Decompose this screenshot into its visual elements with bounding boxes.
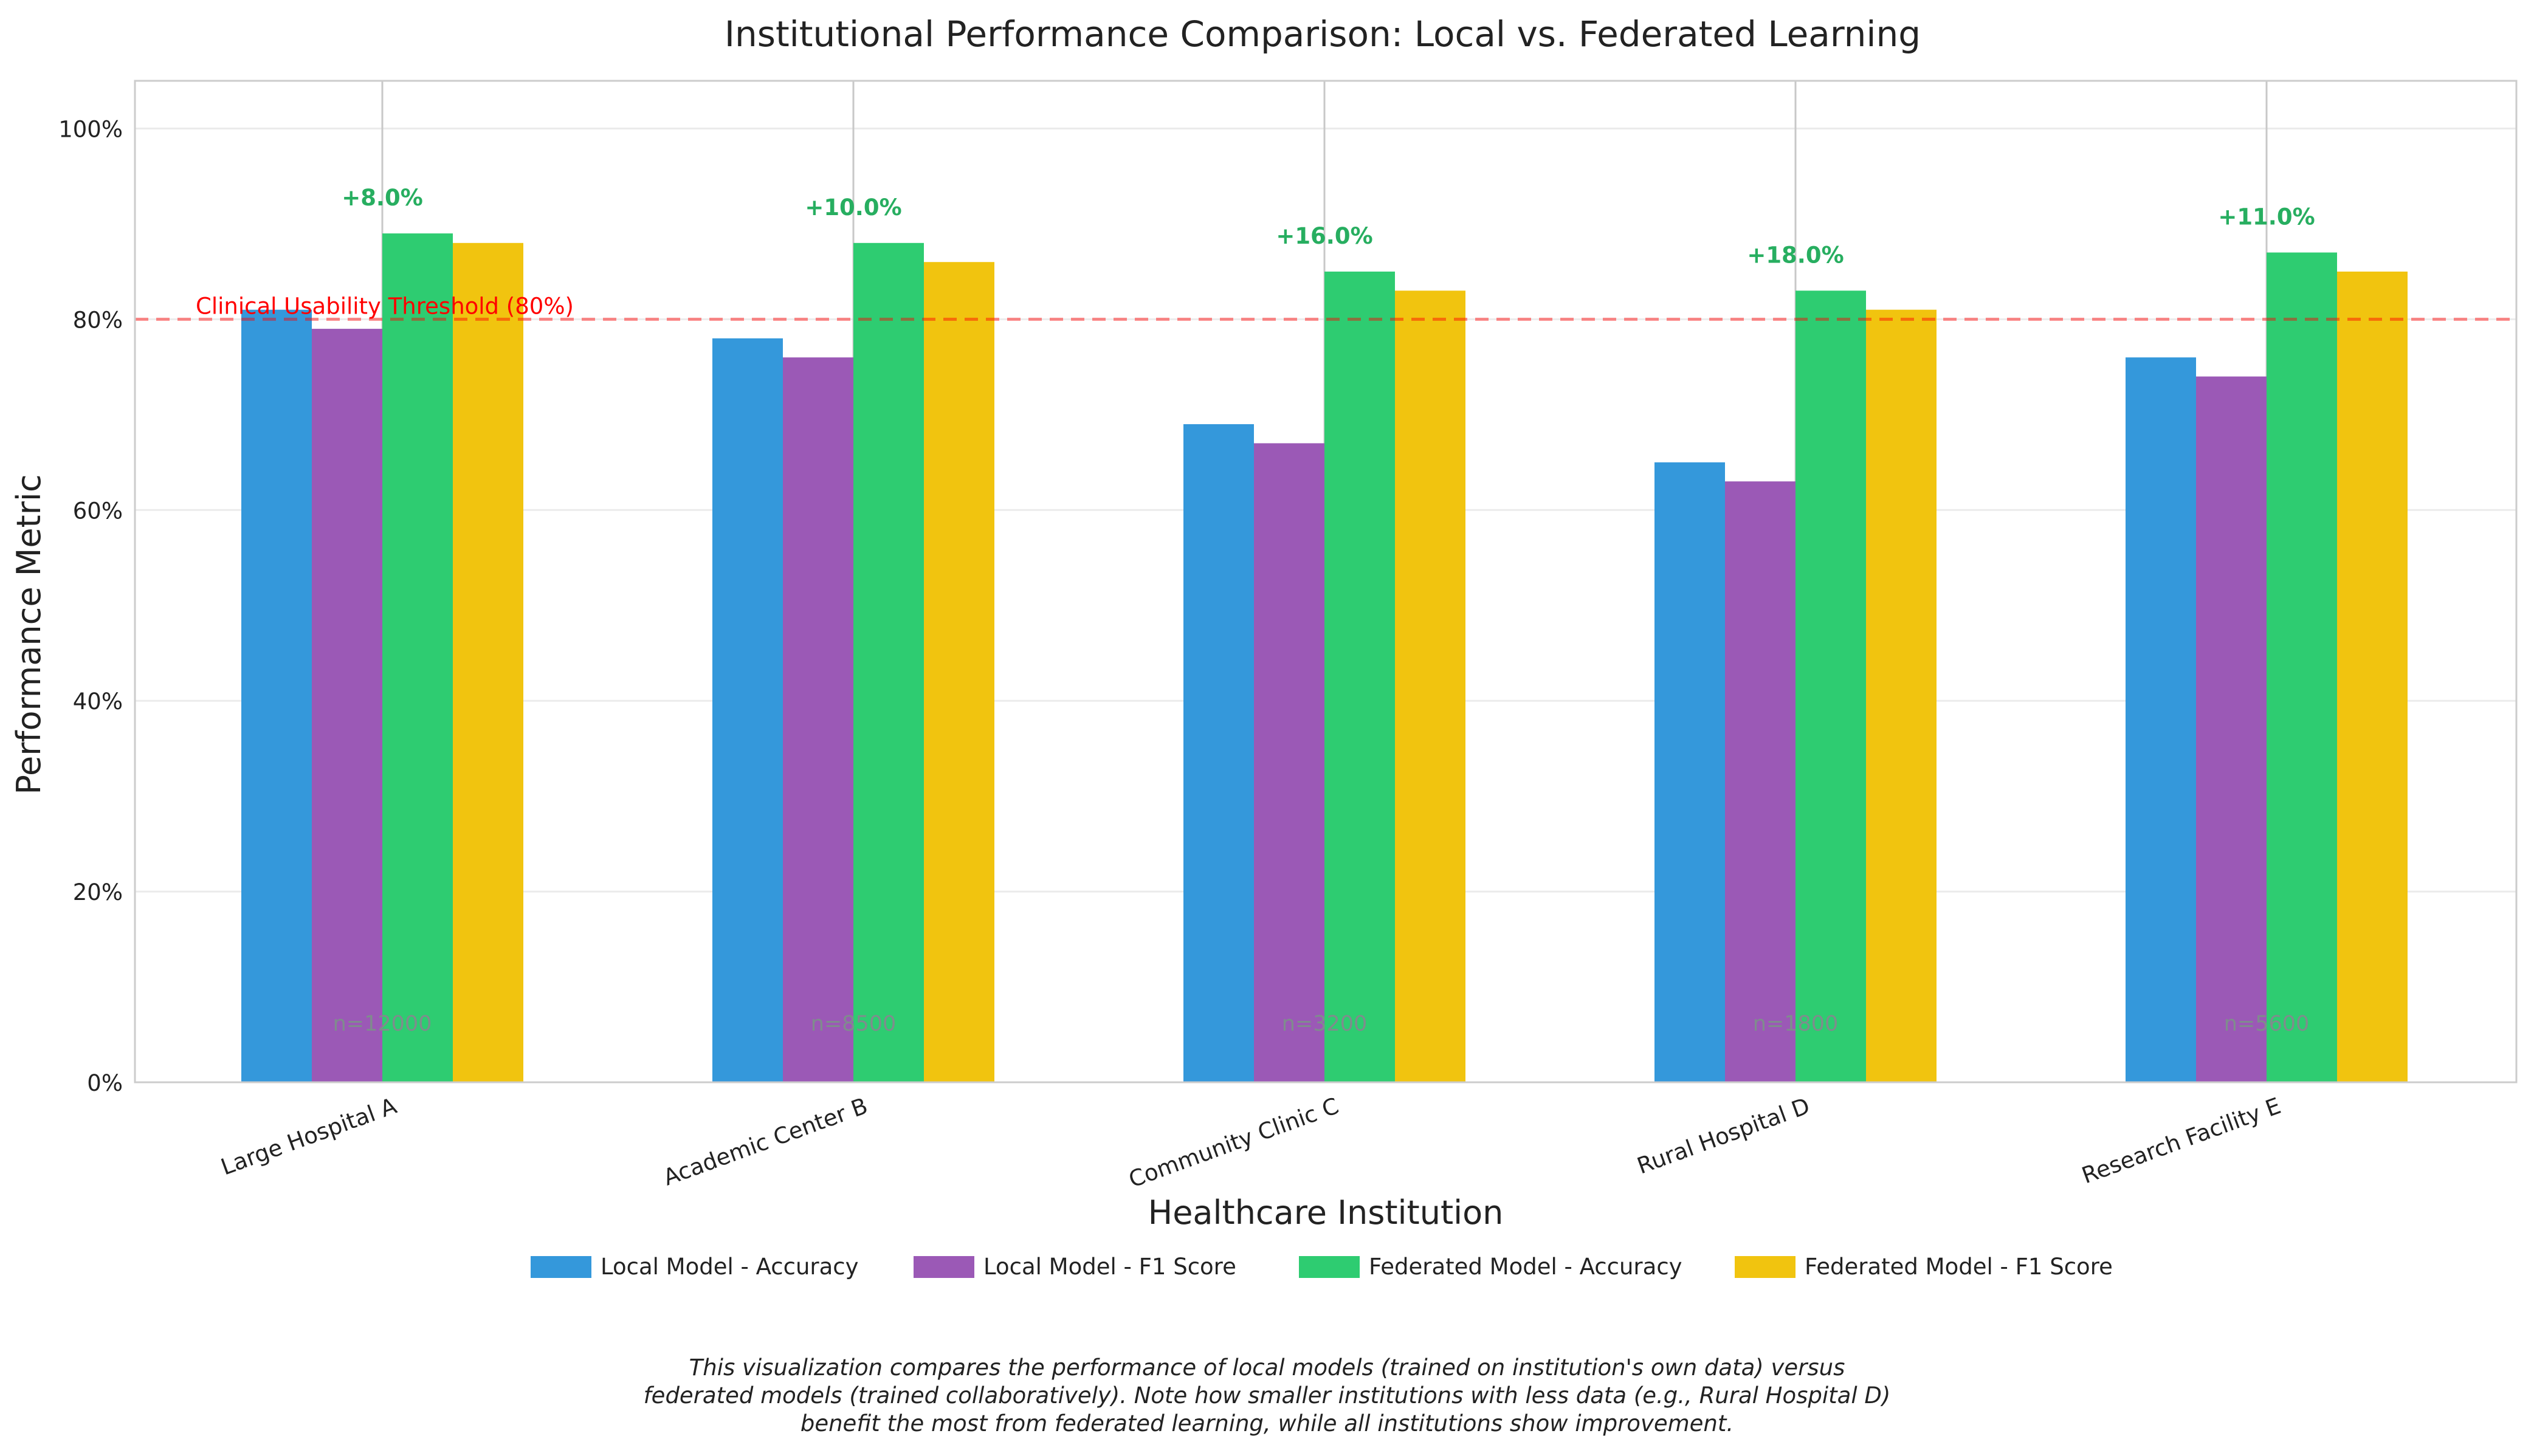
bar-local-model-f1-score-4 <box>1725 481 1795 1082</box>
bar-federated-model-f1-score-3 <box>1395 290 1465 1083</box>
threshold-label: Clinical Usability Threshold (80%) <box>196 293 574 319</box>
legend-label: Federated Model - Accuracy <box>1369 1254 1682 1280</box>
legend-swatch <box>914 1256 974 1278</box>
y-tick-label: 60% <box>73 498 123 524</box>
improvement-label: +16.0% <box>1276 223 1372 249</box>
y-tick-label: 80% <box>73 307 123 333</box>
y-tick-label: 20% <box>73 879 123 905</box>
bar-local-model-accuracy-3 <box>1183 424 1254 1082</box>
x-axis-label: Healthcare Institution <box>1148 1193 1504 1232</box>
y-tick-label: 0% <box>87 1070 123 1096</box>
legend-swatch <box>531 1256 591 1278</box>
bar-federated-model-accuracy-1 <box>382 233 453 1083</box>
sample-size-label: n=5600 <box>2224 1012 2310 1036</box>
legend-label: Local Model - F1 Score <box>983 1254 1236 1280</box>
y-tick-label: 100% <box>58 116 123 142</box>
sample-size-label: n=12000 <box>333 1012 432 1036</box>
bar-federated-model-f1-score-4 <box>1866 309 1937 1083</box>
caption-line-2: federated models (trained collaborativel… <box>643 1382 1891 1409</box>
sample-size-label: n=3200 <box>1282 1012 1368 1036</box>
bar-local-model-accuracy-1 <box>241 309 312 1083</box>
bar-federated-model-accuracy-4 <box>1795 290 1866 1083</box>
improvement-label: +10.0% <box>805 194 901 221</box>
improvement-label: +8.0% <box>342 185 423 211</box>
plot-frame <box>134 80 2518 1083</box>
overlay-layer: Clinical Usability Threshold (80%) +8.0% +… <box>135 185 2516 1036</box>
bar-federated-model-f1-score-5 <box>2337 271 2408 1082</box>
bar-federated-model-accuracy-2 <box>853 242 924 1082</box>
sample-size-label: n=1800 <box>1753 1012 1839 1036</box>
bar-federated-model-f1-score-1 <box>453 242 523 1082</box>
legend-label: Local Model - Accuracy <box>601 1254 859 1280</box>
bar-local-model-accuracy-2 <box>712 338 783 1082</box>
legend: Local Model - Accuracy Local Model - F1 S… <box>531 1254 2113 1280</box>
legend-swatch <box>1735 1256 1795 1278</box>
bar-local-model-accuracy-4 <box>1654 462 1725 1082</box>
bar-local-model-f1-score-3 <box>1254 443 1324 1082</box>
y-tick-label: 40% <box>73 689 123 715</box>
chart-title: Institutional Performance Comparison: Lo… <box>725 13 1921 55</box>
y-axis-label: Performance Metric <box>10 474 48 794</box>
caption-line-1: This visualization compares the performa… <box>689 1355 1845 1381</box>
sample-size-label: n=8500 <box>811 1012 897 1036</box>
bar-federated-model-f1-score-2 <box>924 262 994 1083</box>
legend-label: Federated Model - F1 Score <box>1805 1254 2113 1280</box>
improvement-label: +18.0% <box>1747 242 1844 268</box>
bar-federated-model-accuracy-5 <box>2267 252 2337 1082</box>
legend-swatch <box>1299 1256 1360 1278</box>
bar-local-model-f1-score-1 <box>312 329 382 1082</box>
caption-line-3: benefit the most from federated learning… <box>800 1410 1734 1437</box>
bar-local-model-f1-score-5 <box>2196 376 2267 1082</box>
chart-caption: This visualization compares the performa… <box>0 1354 2534 1438</box>
bar-federated-model-accuracy-3 <box>1324 271 1395 1082</box>
improvement-label: +11.0% <box>2218 204 2315 230</box>
bars-layer <box>241 233 2408 1083</box>
bar-local-model-accuracy-5 <box>2126 357 2196 1083</box>
bar-local-model-f1-score-2 <box>783 357 853 1083</box>
